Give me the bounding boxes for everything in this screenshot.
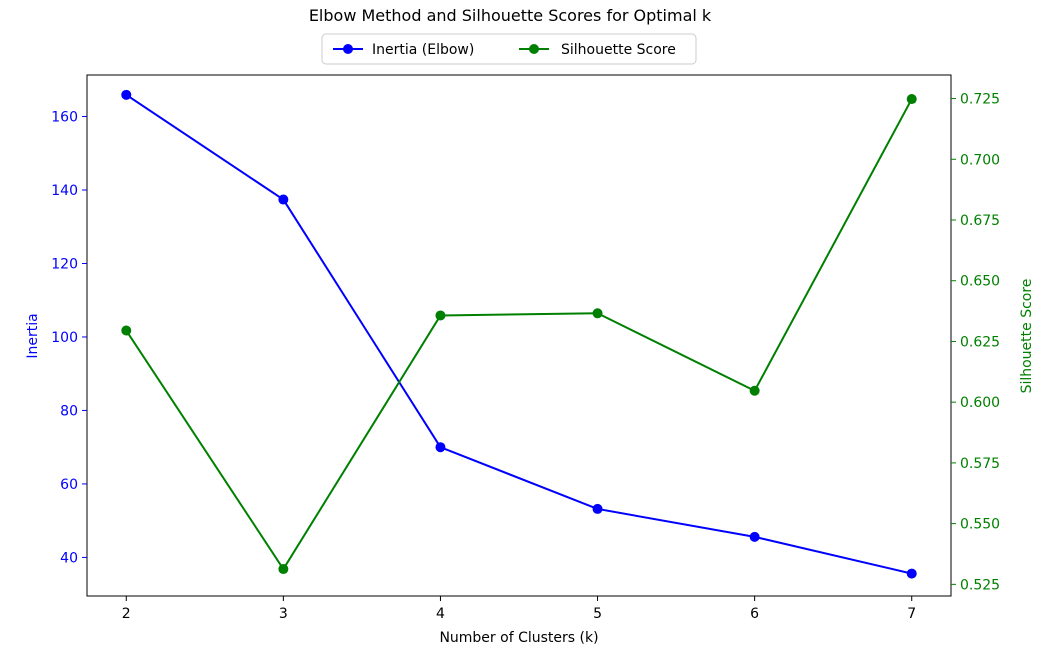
plot-area: [86, 74, 952, 597]
legend: Inertia (Elbow) Silhouette Score: [321, 33, 697, 65]
data-point-silhouette: [906, 94, 917, 105]
x-tick-label: 2: [122, 606, 131, 622]
y-left-tick-label: 100: [51, 330, 78, 346]
data-point-inertia: [592, 503, 603, 514]
y-right-tick-label: 0.575: [960, 456, 1000, 472]
data-point-inertia: [278, 194, 289, 205]
x-tick-label: 7: [907, 606, 916, 622]
data-point-silhouette: [592, 308, 603, 319]
legend-label-silhouette: Silhouette Score: [561, 42, 676, 58]
y-right-tick-label: 0.725: [960, 92, 1000, 108]
y-right-tick-label: 0.650: [960, 274, 1000, 290]
chart-title: Elbow Method and Silhouette Scores for O…: [309, 6, 712, 25]
x-axis: 2 3 4 5 6 7: [122, 596, 916, 622]
data-point-inertia: [435, 442, 446, 453]
y-axis-right: 0.525 0.550 0.575 0.600 0.625 0.650 0.675 0.700…: [951, 92, 1000, 593]
data-point-silhouette: [121, 325, 132, 336]
y-left-tick-label: 120: [51, 256, 78, 272]
data-point-inertia: [906, 568, 917, 579]
data-point-silhouette: [278, 564, 289, 575]
legend-marker-silhouette: [529, 44, 539, 54]
y-left-tick-label: 80: [60, 403, 78, 419]
legend-marker-inertia: [343, 44, 353, 54]
y-right-tick-label: 0.675: [960, 213, 1000, 229]
series-line-inertia: [125, 94, 912, 575]
x-tick-label: 4: [436, 606, 445, 622]
y-axis-left-label: Inertia: [25, 313, 41, 358]
data-point-inertia: [749, 531, 760, 542]
y-left-tick-label: 160: [51, 110, 78, 126]
x-axis-label: Number of Clusters (k): [439, 630, 598, 646]
series-line-silhouette: [125, 98, 913, 571]
y-right-tick-label: 0.700: [960, 152, 1000, 168]
y-right-tick-label: 0.525: [960, 577, 1000, 593]
data-point-silhouette: [435, 310, 446, 321]
y-right-tick-label: 0.600: [960, 395, 1000, 411]
x-tick-label: 3: [279, 606, 288, 622]
x-tick-label: 6: [750, 606, 759, 622]
y-right-tick-label: 0.625: [960, 334, 1000, 350]
y-left-tick-label: 60: [60, 477, 78, 493]
y-axis-left: 40 60 80 100 120 140 160: [51, 110, 87, 566]
x-tick-label: 5: [593, 606, 602, 622]
series-layer: [121, 89, 917, 579]
data-point-silhouette: [749, 385, 760, 396]
legend-label-inertia: Inertia (Elbow): [372, 42, 474, 58]
y-left-tick-label: 40: [60, 550, 78, 566]
legend-frame: [321, 33, 697, 65]
y-left-tick-label: 140: [51, 183, 78, 199]
y-right-tick-label: 0.550: [960, 517, 1000, 533]
data-point-inertia: [121, 89, 132, 100]
y-axis-right-label: Silhouette Score: [1019, 279, 1035, 394]
